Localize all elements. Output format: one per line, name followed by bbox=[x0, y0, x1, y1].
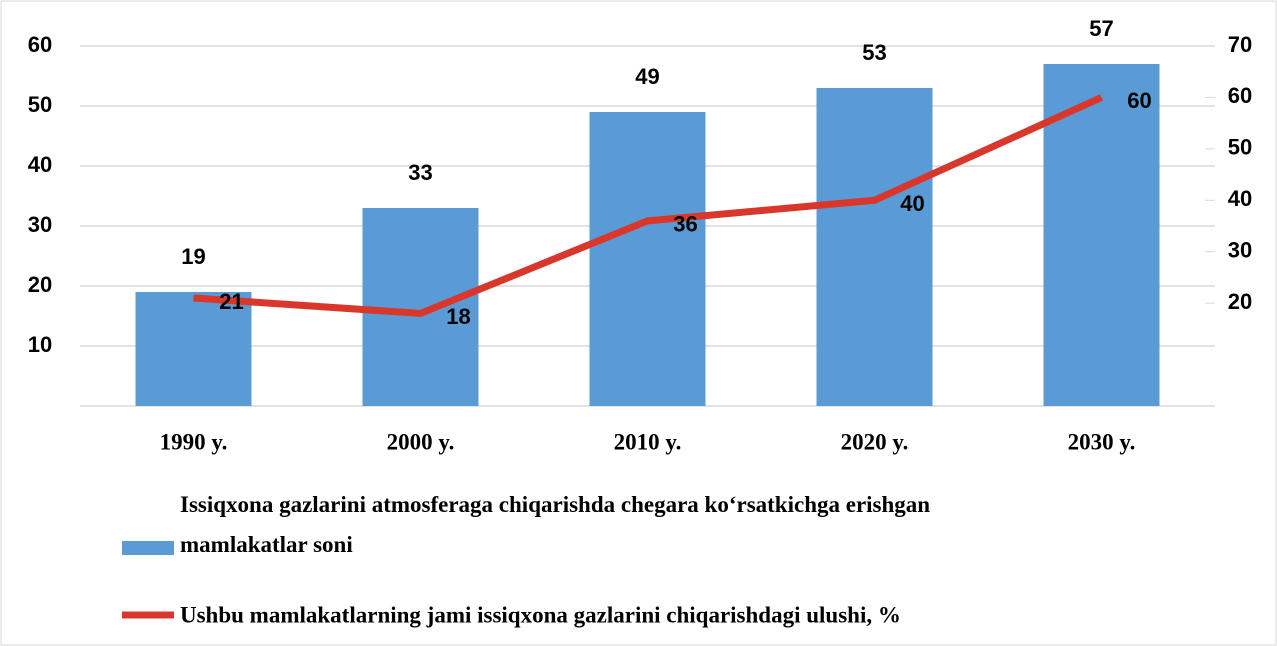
data-label: 21 bbox=[219, 289, 243, 314]
x-tick-label: 2020 y. bbox=[841, 429, 909, 454]
data-label: 57 bbox=[1089, 16, 1113, 41]
x-tick-label: 2010 y. bbox=[614, 429, 682, 454]
legend-label: Issiqxona gazlarini atmosferaga chiqaris… bbox=[180, 492, 930, 557]
data-label: 33 bbox=[408, 160, 432, 185]
y-tick-label: 60 bbox=[28, 32, 52, 57]
bar bbox=[1043, 64, 1160, 406]
y-tick-label: 10 bbox=[28, 332, 52, 357]
x-tick-label: 2030 y. bbox=[1068, 429, 1136, 454]
data-label: 53 bbox=[862, 40, 886, 65]
y2-tick-label: 20 bbox=[1228, 289, 1252, 314]
y2-tick-label: 30 bbox=[1228, 238, 1252, 263]
bar bbox=[135, 292, 252, 406]
data-label: 60 bbox=[1127, 88, 1151, 113]
data-label: 40 bbox=[900, 191, 924, 216]
bar bbox=[362, 208, 479, 406]
data-label: 19 bbox=[181, 244, 205, 269]
legend-label: Ushbu mamlakatlarning jami issiqxona gaz… bbox=[180, 602, 901, 627]
y2-tick-label: 40 bbox=[1228, 186, 1252, 211]
y2-tick-label: 50 bbox=[1228, 135, 1252, 160]
x-tick-label: 1990 y. bbox=[160, 429, 228, 454]
x-tick-label: 2000 y. bbox=[387, 429, 455, 454]
legend-label-line: Issiqxona gazlarini atmosferaga chiqaris… bbox=[180, 492, 930, 517]
y-tick-label: 30 bbox=[28, 212, 52, 237]
y-tick-label: 20 bbox=[28, 272, 52, 297]
line bbox=[193, 94, 1103, 317]
legend-swatch bbox=[122, 541, 174, 555]
bar bbox=[816, 88, 933, 406]
data-label: 18 bbox=[446, 304, 470, 329]
y2-tick-label: 60 bbox=[1228, 83, 1252, 108]
y-tick-label: 50 bbox=[28, 92, 52, 117]
y-tick-label: 40 bbox=[28, 152, 52, 177]
data-label: 49 bbox=[635, 64, 659, 89]
y2-tick-label: 70 bbox=[1228, 32, 1252, 57]
bar bbox=[589, 112, 706, 406]
data-label: 36 bbox=[673, 212, 697, 237]
legend-label-line: mamlakatlar soni bbox=[180, 532, 353, 557]
